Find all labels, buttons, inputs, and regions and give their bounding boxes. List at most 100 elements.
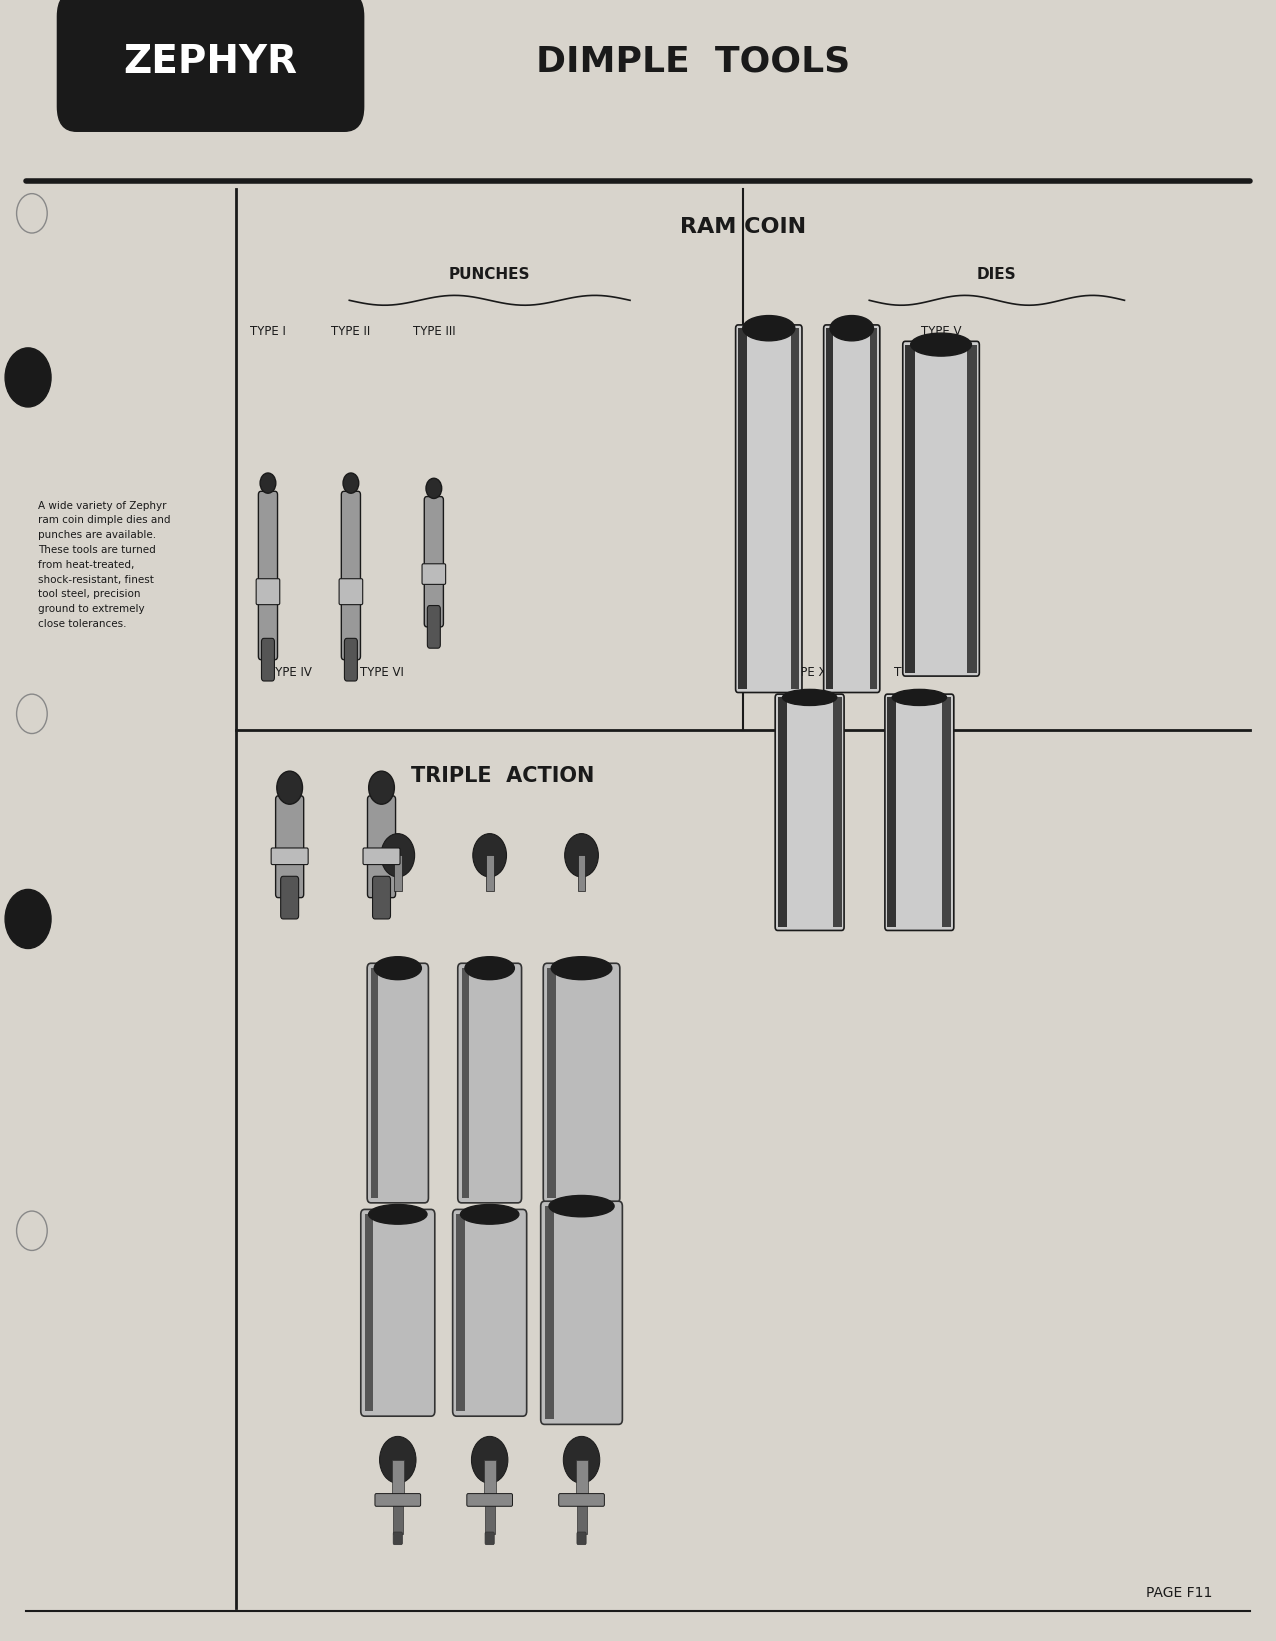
Bar [371, 968, 378, 1198]
Bar [575, 1460, 587, 1498]
Text: DIMPLE  TOOLS: DIMPLE TOOLS [536, 44, 850, 79]
Text: A wide variety of Zephyr
ram coin dimple dies and
punches are available.
These t: A wide variety of Zephyr ram coin dimple… [38, 501, 171, 629]
Text: PUNCHES: PUNCHES [449, 267, 531, 282]
Bar [967, 345, 977, 673]
Text: TYPE XII: TYPE XII [786, 666, 833, 679]
Bar [887, 697, 896, 927]
Text: PAGE F11: PAGE F11 [1146, 1585, 1212, 1600]
Ellipse shape [461, 1204, 519, 1224]
Bar [462, 968, 468, 1198]
Bar [392, 1460, 403, 1498]
FancyBboxPatch shape [559, 1493, 605, 1506]
Circle shape [260, 473, 276, 494]
FancyBboxPatch shape [735, 325, 803, 693]
Circle shape [5, 348, 51, 407]
Ellipse shape [911, 333, 971, 356]
FancyBboxPatch shape [902, 341, 980, 676]
Text: TYPE V: TYPE V [921, 325, 961, 338]
Bar [485, 1503, 495, 1534]
Bar [942, 697, 952, 927]
FancyBboxPatch shape [362, 848, 401, 865]
Ellipse shape [374, 957, 421, 980]
Text: TYPE II: TYPE II [832, 325, 872, 338]
Bar [738, 328, 746, 689]
Bar [578, 855, 586, 891]
Text: TYPE I: TYPE I [250, 325, 286, 338]
Bar [778, 697, 786, 927]
FancyBboxPatch shape [427, 606, 440, 648]
Bar [827, 328, 833, 689]
FancyBboxPatch shape [373, 876, 390, 919]
Bar [577, 1503, 587, 1534]
Bar [833, 697, 842, 927]
FancyBboxPatch shape [339, 579, 362, 604]
FancyBboxPatch shape [393, 1533, 402, 1544]
Bar [457, 1214, 466, 1411]
FancyBboxPatch shape [281, 876, 299, 919]
FancyBboxPatch shape [541, 1201, 623, 1424]
FancyBboxPatch shape [544, 963, 620, 1203]
FancyBboxPatch shape [256, 579, 279, 604]
FancyBboxPatch shape [458, 963, 522, 1203]
Text: TYPE VI: TYPE VI [360, 666, 403, 679]
FancyBboxPatch shape [342, 491, 361, 660]
Ellipse shape [829, 315, 873, 341]
Ellipse shape [892, 689, 947, 706]
Bar [547, 968, 556, 1198]
FancyBboxPatch shape [467, 1493, 513, 1506]
Ellipse shape [549, 1195, 614, 1216]
FancyBboxPatch shape [577, 1533, 586, 1544]
Text: TRIPLE  ACTION: TRIPLE ACTION [411, 766, 595, 786]
Ellipse shape [464, 957, 514, 980]
Text: TYPE I: TYPE I [750, 325, 787, 338]
Text: ZEPHYR: ZEPHYR [124, 43, 297, 80]
FancyBboxPatch shape [262, 638, 274, 681]
FancyBboxPatch shape [776, 694, 845, 930]
Text: TYPE IV: TYPE IV [268, 666, 311, 679]
Bar [393, 1503, 403, 1534]
Text: TYPE XIII: TYPE XIII [894, 666, 944, 679]
Circle shape [17, 694, 47, 734]
FancyBboxPatch shape [886, 694, 954, 930]
Circle shape [369, 771, 394, 804]
Text: DIES: DIES [977, 267, 1017, 282]
Bar [870, 328, 878, 689]
Text: TYPE III: TYPE III [412, 325, 456, 338]
Circle shape [471, 1436, 508, 1483]
Text: RAM COIN: RAM COIN [680, 217, 806, 236]
FancyBboxPatch shape [258, 491, 277, 660]
Bar [791, 328, 799, 689]
Circle shape [426, 478, 441, 499]
Ellipse shape [743, 315, 795, 341]
Circle shape [5, 889, 51, 948]
FancyBboxPatch shape [345, 638, 357, 681]
FancyBboxPatch shape [485, 1533, 494, 1544]
Circle shape [565, 834, 598, 876]
Circle shape [382, 834, 415, 876]
FancyBboxPatch shape [361, 1209, 435, 1416]
FancyBboxPatch shape [57, 0, 364, 131]
Bar [486, 855, 494, 891]
Circle shape [473, 834, 507, 876]
Bar [365, 1214, 374, 1411]
FancyBboxPatch shape [367, 963, 429, 1203]
FancyBboxPatch shape [424, 497, 444, 627]
FancyBboxPatch shape [276, 796, 304, 898]
Circle shape [277, 771, 302, 804]
Circle shape [17, 194, 47, 233]
Bar [906, 345, 915, 673]
FancyBboxPatch shape [367, 796, 396, 898]
Bar [394, 855, 402, 891]
Text: TYPE II: TYPE II [332, 325, 370, 338]
Bar [484, 1460, 495, 1498]
Ellipse shape [782, 689, 837, 706]
Circle shape [563, 1436, 600, 1483]
Ellipse shape [369, 1204, 427, 1224]
Circle shape [17, 1211, 47, 1250]
FancyBboxPatch shape [375, 1493, 421, 1506]
Bar [545, 1206, 554, 1419]
Circle shape [379, 1436, 416, 1483]
FancyBboxPatch shape [422, 565, 445, 584]
Circle shape [343, 473, 359, 494]
FancyBboxPatch shape [272, 848, 309, 865]
